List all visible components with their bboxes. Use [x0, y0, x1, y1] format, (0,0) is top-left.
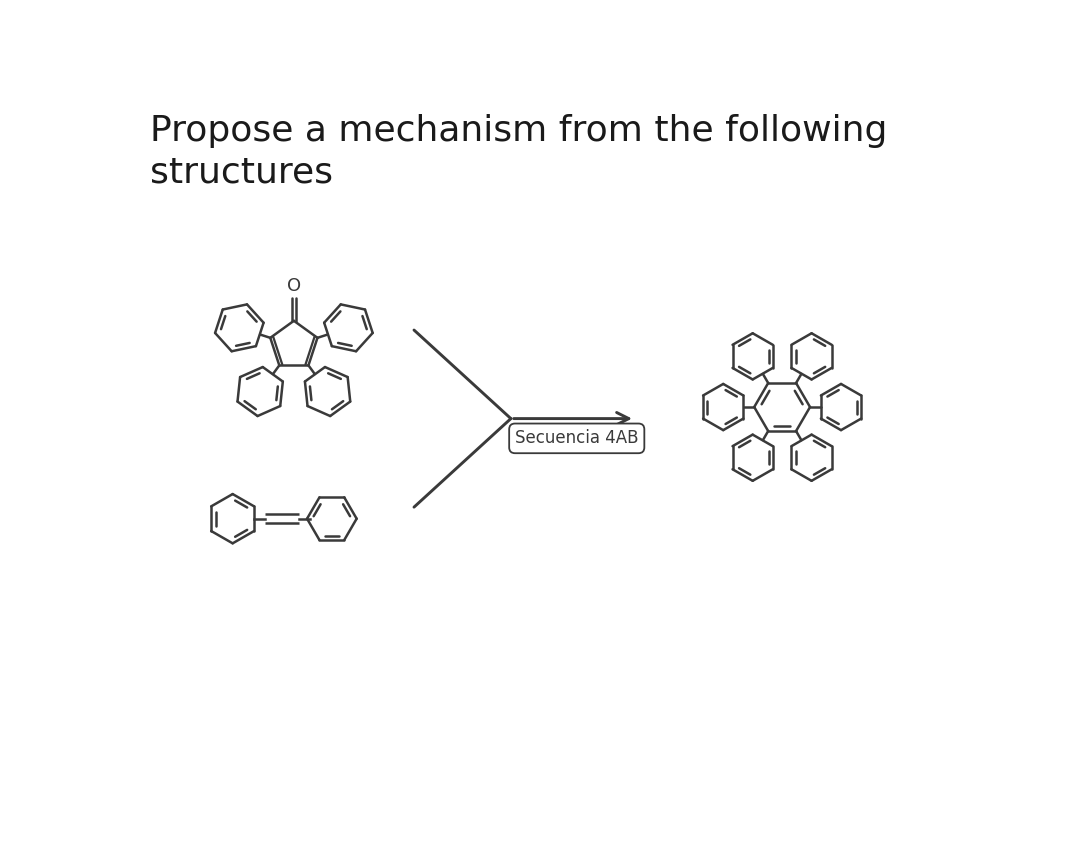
Text: O: O — [287, 277, 301, 294]
Text: Secuencia 4AB: Secuencia 4AB — [515, 430, 638, 448]
Text: structures: structures — [150, 155, 334, 189]
Text: Propose a mechanism from the following: Propose a mechanism from the following — [150, 114, 888, 148]
